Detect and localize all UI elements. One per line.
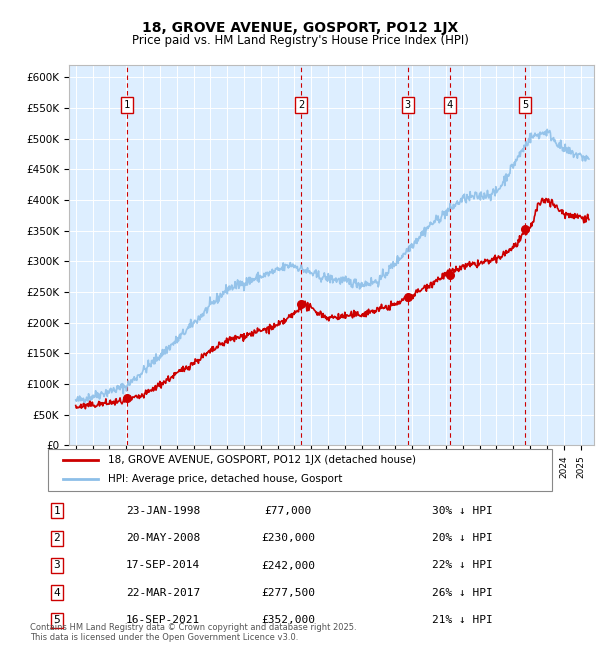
Text: 23-JAN-1998: 23-JAN-1998	[126, 506, 200, 516]
Text: 20% ↓ HPI: 20% ↓ HPI	[432, 533, 493, 543]
Text: HPI: Average price, detached house, Gosport: HPI: Average price, detached house, Gosp…	[109, 474, 343, 484]
Text: 26% ↓ HPI: 26% ↓ HPI	[432, 588, 493, 598]
Text: 2: 2	[53, 533, 61, 543]
Text: 1: 1	[53, 506, 61, 516]
Text: £230,000: £230,000	[261, 533, 315, 543]
Text: 22% ↓ HPI: 22% ↓ HPI	[432, 560, 493, 571]
Text: 17-SEP-2014: 17-SEP-2014	[126, 560, 200, 571]
Text: 22-MAR-2017: 22-MAR-2017	[126, 588, 200, 598]
FancyBboxPatch shape	[48, 448, 552, 491]
Text: 20-MAY-2008: 20-MAY-2008	[126, 533, 200, 543]
Text: 5: 5	[53, 615, 61, 625]
Text: 18, GROVE AVENUE, GOSPORT, PO12 1JX: 18, GROVE AVENUE, GOSPORT, PO12 1JX	[142, 21, 458, 35]
Text: 21% ↓ HPI: 21% ↓ HPI	[432, 615, 493, 625]
Text: £77,000: £77,000	[265, 506, 311, 516]
Text: Price paid vs. HM Land Registry's House Price Index (HPI): Price paid vs. HM Land Registry's House …	[131, 34, 469, 47]
Text: Contains HM Land Registry data © Crown copyright and database right 2025.
This d: Contains HM Land Registry data © Crown c…	[30, 623, 356, 642]
Text: 30% ↓ HPI: 30% ↓ HPI	[432, 506, 493, 516]
Text: £242,000: £242,000	[261, 560, 315, 571]
Text: 1: 1	[124, 100, 130, 110]
Text: 3: 3	[53, 560, 61, 571]
Text: 2: 2	[298, 100, 304, 110]
Text: 16-SEP-2021: 16-SEP-2021	[126, 615, 200, 625]
Text: 4: 4	[446, 100, 453, 110]
Text: 3: 3	[404, 100, 410, 110]
Text: 18, GROVE AVENUE, GOSPORT, PO12 1JX (detached house): 18, GROVE AVENUE, GOSPORT, PO12 1JX (det…	[109, 456, 416, 465]
Text: £352,000: £352,000	[261, 615, 315, 625]
Text: £277,500: £277,500	[261, 588, 315, 598]
Text: 5: 5	[522, 100, 529, 110]
Text: 4: 4	[53, 588, 61, 598]
